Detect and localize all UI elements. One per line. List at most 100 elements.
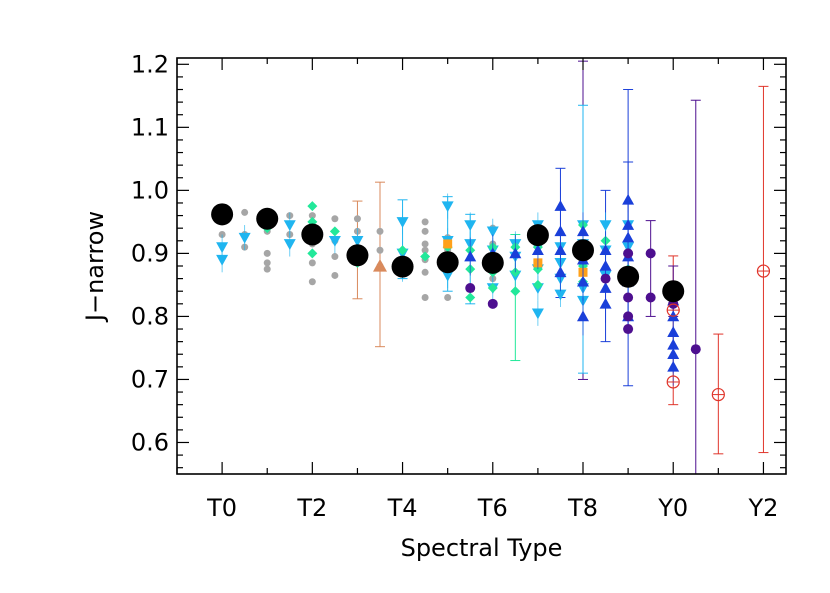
data-point bbox=[554, 289, 567, 301]
data-point bbox=[599, 297, 612, 309]
data-point bbox=[622, 231, 635, 243]
data-point bbox=[396, 217, 409, 228]
data-point bbox=[623, 292, 634, 303]
data-point bbox=[421, 246, 429, 254]
y-tick-label: 0.9 bbox=[131, 239, 169, 267]
data-point bbox=[308, 259, 316, 267]
data-point bbox=[510, 286, 521, 297]
data-point bbox=[301, 223, 324, 246]
data-point bbox=[645, 292, 656, 303]
data-point bbox=[577, 275, 589, 287]
data-point bbox=[331, 253, 339, 261]
data-point bbox=[308, 278, 316, 286]
data-point bbox=[554, 244, 567, 256]
data-point bbox=[572, 239, 594, 262]
data-point bbox=[283, 239, 296, 250]
data-point bbox=[391, 255, 414, 278]
data-point bbox=[351, 235, 364, 247]
data-point bbox=[307, 201, 318, 212]
data-point bbox=[307, 248, 318, 259]
data-point bbox=[421, 227, 429, 235]
axes-layer: T0 T2 T4 T6 T8 Y0 Y2 0.6 0.7 0.8 0.9 1.0 1.1 1.2 bbox=[131, 50, 787, 522]
data-point bbox=[436, 251, 459, 274]
data-point bbox=[623, 324, 634, 335]
data-point bbox=[481, 251, 504, 274]
x-tick-label: T6 bbox=[477, 494, 508, 522]
x-tick-label: T8 bbox=[567, 494, 598, 522]
data-point bbox=[526, 224, 549, 247]
data-point bbox=[216, 254, 229, 266]
data-point bbox=[241, 208, 249, 216]
data-point bbox=[211, 203, 234, 226]
y-axis-label: J−narrow bbox=[81, 211, 109, 323]
data-point bbox=[238, 232, 251, 244]
data-point bbox=[263, 259, 271, 267]
y-tick-label: 1.0 bbox=[131, 176, 169, 204]
data-point bbox=[531, 244, 544, 256]
data-point bbox=[331, 215, 339, 223]
data-point bbox=[263, 265, 271, 273]
x-tick-label: T0 bbox=[206, 494, 237, 522]
data-point bbox=[421, 218, 429, 226]
data-point bbox=[308, 212, 316, 220]
data-point bbox=[397, 245, 408, 256]
data-point bbox=[623, 311, 634, 322]
data-point bbox=[346, 244, 369, 267]
data-point bbox=[465, 292, 476, 303]
x-axis-label: Spectral Type bbox=[401, 534, 563, 562]
x-tick-label: Y2 bbox=[747, 494, 778, 522]
data-point bbox=[421, 240, 429, 248]
y-tick-label: 1.2 bbox=[131, 50, 169, 78]
data-point bbox=[617, 265, 640, 288]
data-point bbox=[353, 215, 361, 223]
data-point bbox=[328, 235, 341, 247]
data-point bbox=[256, 207, 279, 230]
data-point bbox=[329, 226, 340, 237]
data-point bbox=[376, 227, 384, 235]
data-point bbox=[444, 294, 452, 302]
data-point bbox=[554, 200, 567, 211]
data-point bbox=[283, 220, 296, 232]
data-point bbox=[554, 266, 567, 278]
y-tick-label: 0.8 bbox=[131, 302, 169, 330]
data-point bbox=[464, 220, 477, 232]
points-layer bbox=[211, 180, 771, 402]
data-point bbox=[690, 344, 701, 355]
data-point bbox=[421, 268, 429, 276]
data-point bbox=[464, 250, 477, 262]
data-point bbox=[532, 279, 543, 290]
data-point bbox=[486, 226, 499, 238]
x-tick-label: T2 bbox=[296, 494, 327, 522]
data-point bbox=[509, 247, 522, 259]
data-point bbox=[577, 310, 589, 322]
data-point bbox=[531, 308, 544, 320]
data-point bbox=[554, 225, 567, 237]
data-point bbox=[421, 294, 429, 302]
y-tick-label: 0.7 bbox=[131, 365, 169, 393]
data-point bbox=[465, 283, 476, 294]
y-tick-label: 1.1 bbox=[131, 113, 169, 141]
data-point bbox=[645, 248, 656, 259]
x-tick-label: Y0 bbox=[657, 494, 688, 522]
x-tick-label: T4 bbox=[387, 494, 418, 522]
data-point bbox=[622, 193, 635, 205]
data-point bbox=[441, 201, 454, 213]
data-point bbox=[331, 271, 339, 279]
data-point bbox=[487, 283, 498, 294]
data-point bbox=[600, 273, 611, 284]
data-point bbox=[373, 259, 387, 272]
data-point bbox=[599, 220, 612, 232]
data-point bbox=[443, 239, 453, 249]
y-tick-label: 0.6 bbox=[131, 428, 169, 456]
data-point bbox=[376, 246, 384, 254]
data-point bbox=[623, 248, 634, 259]
data-point bbox=[420, 251, 431, 262]
data-point bbox=[487, 298, 498, 309]
data-point bbox=[599, 260, 612, 271]
data-point bbox=[667, 360, 680, 372]
data-point bbox=[577, 225, 589, 237]
data-point bbox=[263, 249, 271, 257]
data-point bbox=[441, 270, 454, 282]
data-point bbox=[662, 280, 685, 303]
